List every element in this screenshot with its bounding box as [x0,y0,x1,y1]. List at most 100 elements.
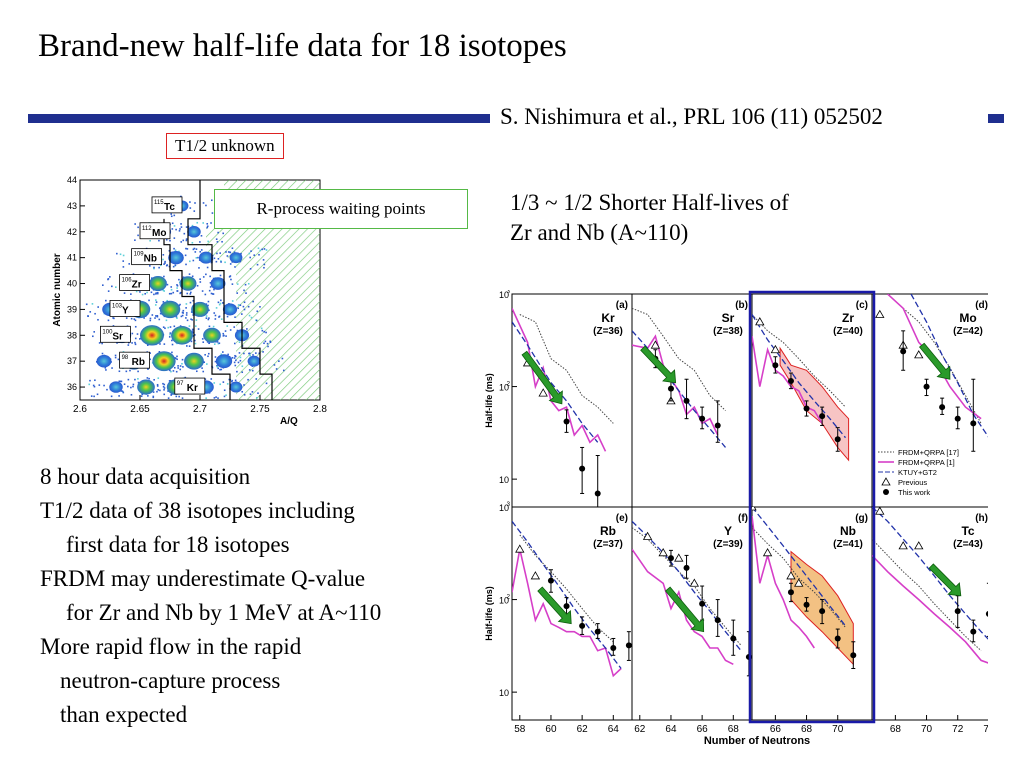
count-dot [131,332,134,335]
count-dot [241,390,244,393]
count-dot [278,360,280,363]
panel-element: Nb [840,524,856,538]
count-dot [237,307,239,310]
bullet-line: T1/2 data of 38 isotopes including [40,498,355,523]
count-dot [134,341,136,344]
count-dot [134,319,137,322]
panel-tag: (d) [975,300,988,311]
count-dot [175,370,178,373]
count-dot [167,397,170,399]
count-dot [179,365,182,367]
previous-point [794,578,804,587]
panel-tag: (e) [616,513,628,524]
count-dot [162,301,165,303]
count-dot [92,384,95,387]
count-dot [217,301,220,304]
count-dot [241,371,244,374]
count-dot [250,250,252,252]
count-dot [239,356,242,359]
count-dot [207,355,209,358]
x-tick-label: 2.6 [73,404,87,415]
count-dot [149,239,151,242]
this-work-point [563,418,570,425]
count-dot [248,352,251,355]
y-tick-label: 40 [67,279,77,289]
count-dot [186,345,188,347]
this-work-point [594,490,601,497]
this-work-point [787,589,794,596]
count-dot [159,343,161,345]
count-dot [174,357,177,360]
count-dot [206,363,208,365]
isotope-label-box [100,325,131,343]
count-dot [202,202,205,204]
count-dot [191,241,194,244]
count-dot [156,291,159,294]
isotope-mass: 106 [122,278,133,284]
count-dot [205,204,207,207]
isotope-element: Nb [144,254,157,265]
this-work-point [667,555,674,562]
count-dot [154,317,156,319]
count-dot [205,397,207,399]
isotope-blob [159,300,181,319]
count-dot [160,264,162,267]
isotope-blob [96,354,112,368]
isotope-mass: 103 [112,303,123,309]
count-dot [247,378,249,381]
count-dot [191,330,194,332]
isotope-blob [168,251,184,265]
count-dot [225,251,227,253]
this-work-point [683,564,690,571]
count-dot [224,330,227,332]
count-dot [159,312,162,315]
trend-arrow-shape [918,342,951,380]
bullet-line: neutron-capture process [60,668,281,693]
count-dot [188,325,191,327]
count-dot [185,238,188,240]
count-dot [162,385,165,388]
count-dot [88,383,91,386]
count-dot [275,368,278,370]
count-dot [196,284,199,287]
this-work-point [923,383,930,390]
panel-frame [511,293,633,508]
isotope-element: Y [122,305,129,316]
slide-title: Brand-new half-life data for 18 isotopes [38,28,567,64]
count-dot [182,309,185,312]
count-dot [208,325,211,328]
count-dot [169,326,172,328]
isotope-label: 106 Zr [119,274,150,291]
series-frdm-qrpa-1 [872,554,988,664]
count-dot [120,390,122,392]
legend-swatch [883,489,889,495]
previous-point [914,350,924,359]
count-dot [163,263,165,265]
count-dot [171,351,173,354]
count-dot [229,329,232,331]
count-dot [116,342,118,344]
count-dot [267,345,269,348]
count-dot [150,291,153,294]
count-dot [173,247,175,250]
count-dot [194,334,196,336]
bullet-line: first data for 18 isotopes [66,532,290,557]
y-tick-label: 38 [67,330,77,340]
count-dot [170,215,173,218]
legend-label: KTUY+GT2 [898,468,937,477]
count-dot [207,318,210,321]
y-tick-label: 10 [499,688,509,698]
count-dot [180,223,182,225]
count-dot [265,382,268,385]
count-dot [217,231,219,234]
count-dot [187,227,190,230]
isotope-blob [229,252,243,264]
count-dot [163,383,166,386]
count-dot [262,351,264,353]
count-dot [184,254,187,257]
bullet-line: More rapid flow in the rapid [40,634,302,659]
count-dot [219,302,222,305]
panel-element: Zr [842,311,854,325]
count-dot [176,358,178,361]
count-dot [259,306,261,308]
